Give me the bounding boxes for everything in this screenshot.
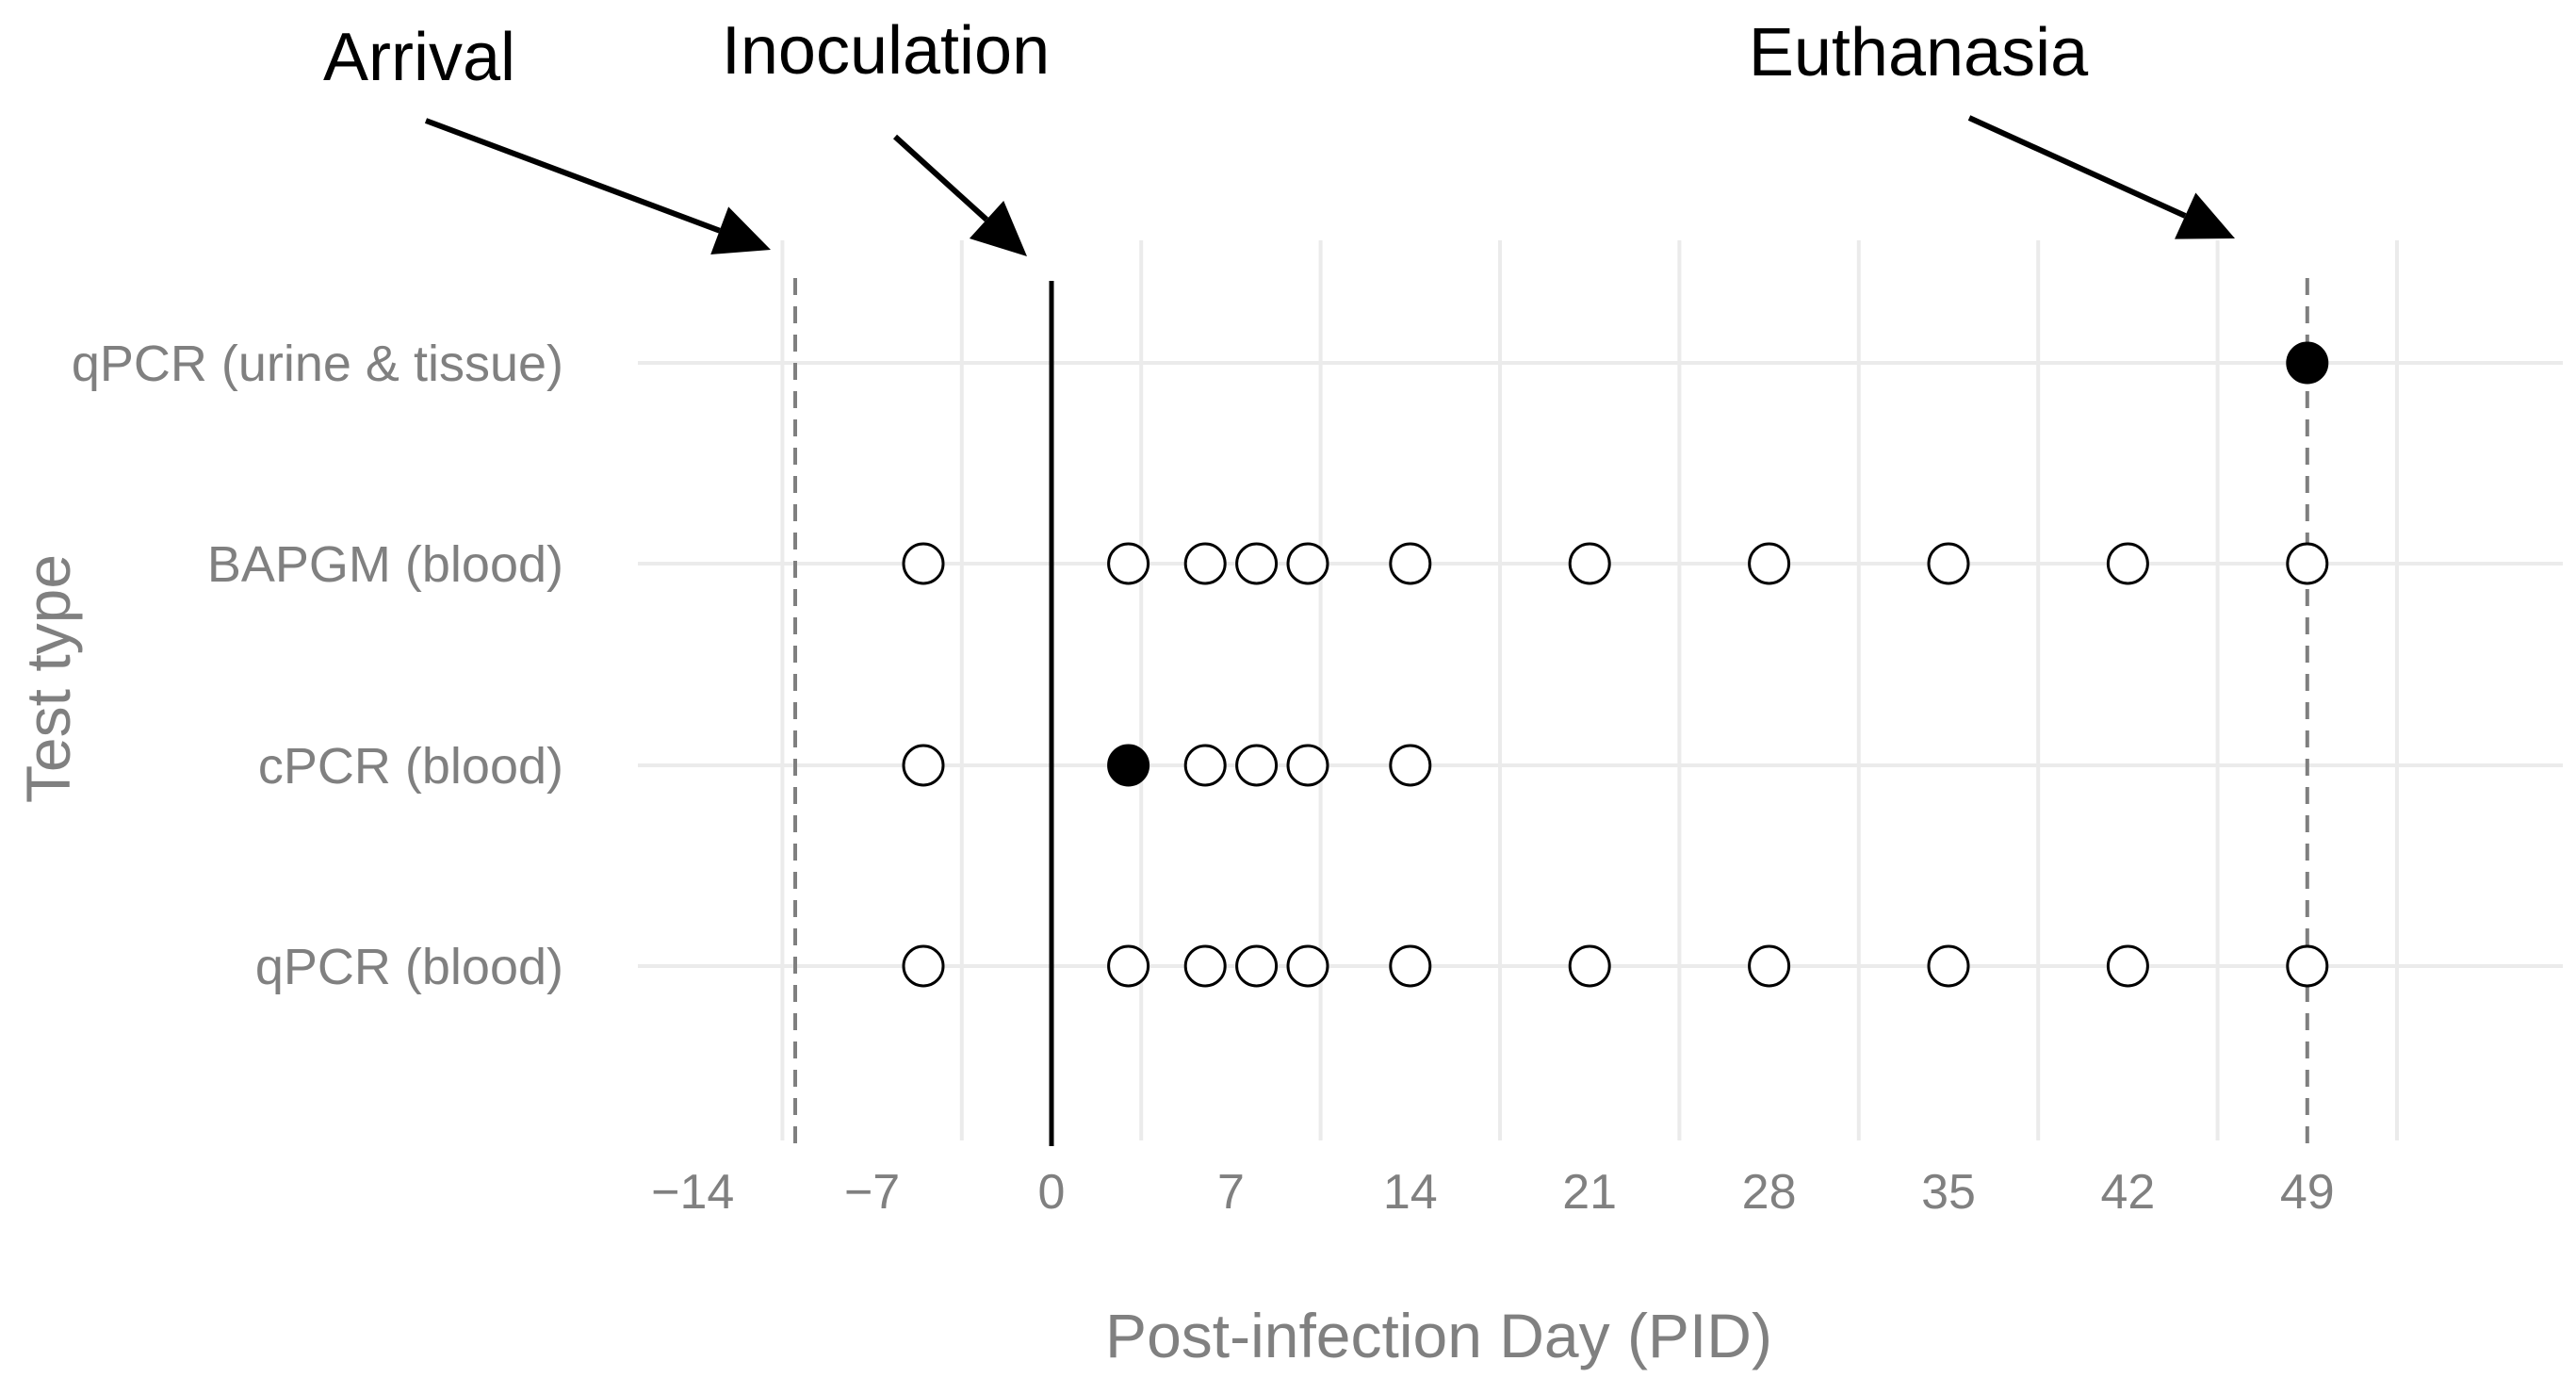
point-qpcr-urine-tissue-day-49-positive — [2286, 341, 2329, 385]
point-bapgm-blood-day-49-negative — [2286, 542, 2329, 585]
point-bapgm-blood-day-28-negative — [1748, 542, 1791, 585]
point-qpcr-blood-day-35-negative — [1927, 944, 1970, 988]
point-qpcr-blood-day-10-negative — [1286, 944, 1329, 988]
reference-lines — [793, 278, 2309, 1146]
x-tick-14: 14 — [1383, 1165, 1438, 1220]
point-bapgm-blood-day-10-negative — [1286, 542, 1329, 585]
point-qpcr-blood-day-14-negative — [1389, 944, 1432, 988]
x-tick-35: 35 — [1921, 1165, 1976, 1220]
point-cpcr-blood-day-10-negative — [1286, 744, 1329, 787]
point-bapgm-blood-day-14-negative — [1389, 542, 1432, 585]
arrow-head-inoculation — [969, 201, 1027, 256]
y-axis-tick-labels: qPCR (blood) cPCR (blood) BAPGM (blood) qPC… — [72, 336, 563, 995]
x-axis-tick-labels: −14 −7 0 7 14 21 28 35 42 49 — [651, 1165, 2335, 1220]
annotation-inoculation: Inoculation — [722, 13, 1050, 89]
arrow-head-arrival — [710, 206, 771, 254]
arrow-shaft-arrival — [424, 118, 721, 234]
x-axis-label: Post-infection Day (PID) — [1105, 1301, 1772, 1370]
y-axis-label: Test type — [13, 554, 83, 803]
annotations: Arrival Inoculation Euthanasia — [323, 13, 2235, 256]
y-tick-cpcr-blood: cPCR (blood) — [258, 738, 563, 795]
point-qpcr-blood-day--5-negative — [902, 944, 945, 988]
arrow-head-euthanasia — [2175, 192, 2235, 239]
point-qpcr-blood-day-8-negative — [1235, 944, 1279, 988]
point-cpcr-blood-day-14-negative — [1389, 744, 1432, 787]
x-tick-minus-7: −7 — [844, 1165, 900, 1220]
point-bapgm-blood-day-21-negative — [1568, 542, 1611, 585]
y-tick-qpcr-blood: qPCR (blood) — [255, 939, 563, 995]
x-tick-7: 7 — [1217, 1165, 1245, 1220]
annotation-arrival: Arrival — [323, 20, 515, 95]
arrow-shaft-inoculation — [892, 134, 989, 222]
arrow-shaft-euthanasia — [1967, 115, 2187, 219]
y-tick-qpcr-urine-tissue: qPCR (urine & tissue) — [72, 336, 563, 392]
point-qpcr-blood-day-21-negative — [1568, 944, 1611, 988]
point-cpcr-blood-day-3-positive — [1107, 744, 1150, 787]
x-tick-49: 49 — [2280, 1165, 2335, 1220]
point-bapgm-blood-day-6-negative — [1183, 542, 1227, 585]
point-qpcr-blood-day-28-negative — [1748, 944, 1791, 988]
point-cpcr-blood-day-6-negative — [1183, 744, 1227, 787]
point-bapgm-blood-day-8-negative — [1235, 542, 1279, 585]
point-qpcr-blood-day-49-negative — [2286, 944, 2329, 988]
point-bapgm-blood-day-42-negative — [2106, 542, 2149, 585]
point-cpcr-blood-day--5-negative — [902, 744, 945, 787]
point-cpcr-blood-day-8-negative — [1235, 744, 1279, 787]
point-bapgm-blood-day-3-negative — [1107, 542, 1150, 585]
x-tick-0: 0 — [1038, 1165, 1066, 1220]
grid-layer — [638, 240, 2563, 1140]
y-tick-bapgm-blood: BAPGM (blood) — [207, 536, 563, 593]
x-tick-42: 42 — [2100, 1165, 2155, 1220]
x-tick-28: 28 — [1742, 1165, 1797, 1220]
x-tick-minus-14: −14 — [651, 1165, 734, 1220]
data-points — [902, 341, 2329, 988]
point-bapgm-blood-day-35-negative — [1927, 542, 1970, 585]
annotation-euthanasia: Euthanasia — [1749, 15, 2089, 90]
point-qpcr-blood-day-6-negative — [1183, 944, 1227, 988]
x-tick-21: 21 — [1562, 1165, 1617, 1220]
point-bapgm-blood-day--5-negative — [902, 542, 945, 585]
point-qpcr-blood-day-3-negative — [1107, 944, 1150, 988]
point-qpcr-blood-day-42-negative — [2106, 944, 2149, 988]
